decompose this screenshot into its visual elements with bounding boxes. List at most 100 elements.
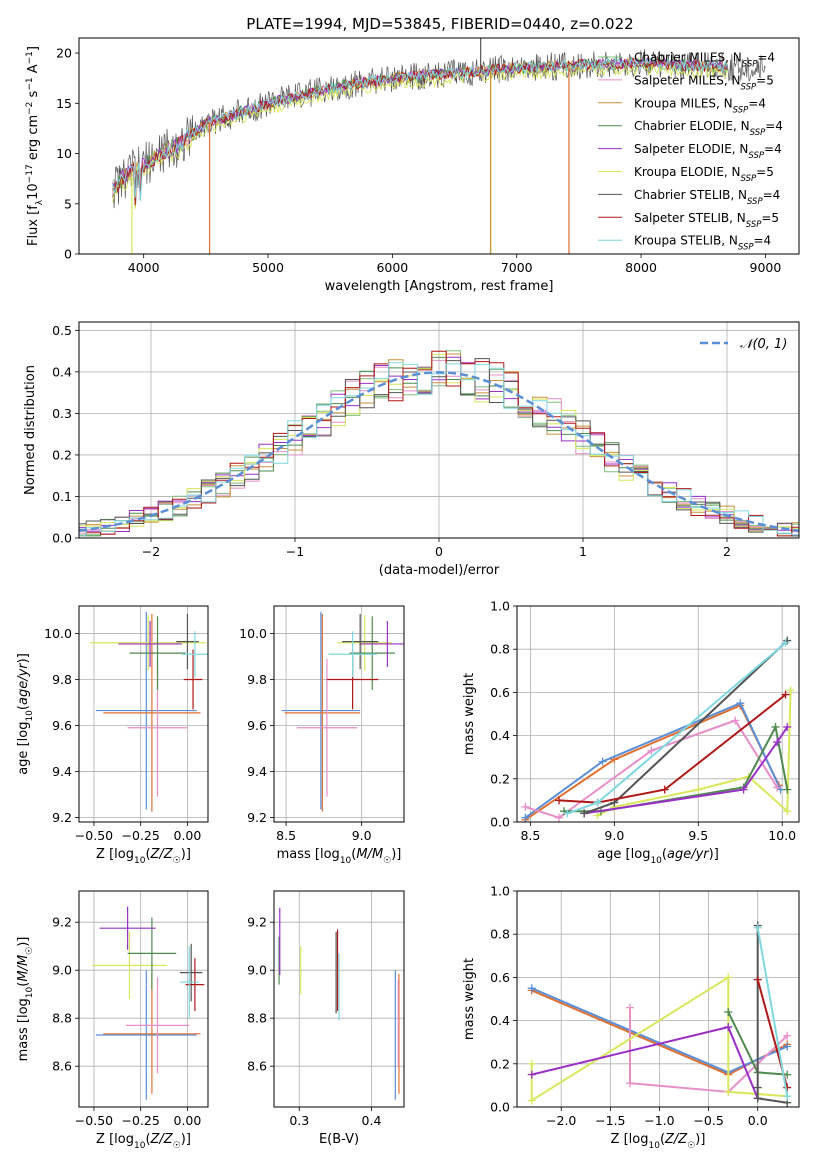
y-tick-label: 8.8 — [52, 1011, 72, 1026]
y-tick-label: 0.4 — [490, 728, 510, 743]
x-tick-label: 2 — [723, 544, 731, 559]
plus-marker — [527, 1070, 536, 1079]
plot-area — [521, 636, 795, 822]
plus-marker — [724, 1087, 733, 1096]
y-tick-label: 9.6 — [52, 718, 72, 733]
plus-marker — [625, 1003, 634, 1012]
plot-area — [278, 907, 400, 1100]
errorbar-point — [95, 611, 197, 810]
chart-mass_vs_EBV: 0.3 0.4 8.6 8.8 9.0 9.2 E(B-V) — [247, 890, 405, 1147]
weight-series — [521, 716, 782, 822]
x-axis-label: Z [log10(Z/Z☉)] — [96, 847, 191, 866]
plus-marker — [527, 984, 536, 993]
spectrum-line — [112, 57, 728, 206]
errorbar-point — [342, 614, 379, 670]
chart-age_vs_mass: 8.5 9.0 9.2 9.4 9.6 9.8 10.0 mass [log10(M/M☉)] — [239, 605, 405, 866]
axes-frame — [273, 605, 405, 823]
y-tick-label: 10.0 — [239, 626, 267, 641]
legend-label: Chabrier MILES, NSSP=4 — [634, 51, 775, 70]
plot-area — [92, 906, 205, 1100]
axes-frame — [78, 321, 800, 539]
y-tick-label: 0.4 — [52, 364, 72, 379]
legend-label: Salpeter MILES, NSSP=5 — [634, 73, 774, 92]
spectrum-line — [112, 62, 728, 209]
legend-label: Kroupa MILES, NSSP=4 — [634, 96, 766, 115]
y-tick-label: 0.0 — [52, 531, 72, 546]
plus-marker — [783, 807, 792, 816]
x-tick-label: 9.0 — [352, 828, 372, 843]
errorbar-point — [349, 616, 395, 690]
y-axis-label: mass weight — [462, 958, 477, 1040]
y-tick-label: 8.8 — [247, 1011, 267, 1026]
errorbar-point — [129, 616, 186, 690]
chart-weight_vs_Z: −2.0 −1.5 −1.0 −0.5 0.0 0.0 0.2 0.4 0.6 0.8 1.0 Z [… — [462, 884, 800, 1151]
x-tick-label: 1 — [579, 544, 587, 559]
weight-series — [563, 638, 790, 818]
errorbar-point — [103, 973, 201, 1094]
y-tick-label: 0.3 — [52, 406, 72, 421]
y-tick-label: 0.1 — [52, 489, 72, 504]
y-tick-label: 9.8 — [247, 672, 267, 687]
weight-series — [580, 722, 792, 818]
plus-marker — [521, 813, 530, 822]
x-tick-label: 0 — [435, 544, 443, 559]
x-tick-label: 7000 — [501, 260, 533, 275]
errorbar-point — [183, 649, 203, 710]
panels: 4000 5000 6000 7000 8000 900005101520waveleng… — [16, 37, 800, 1151]
plot-area — [281, 611, 404, 812]
x-tick-label: −0.50 — [75, 828, 113, 843]
errorbar-point — [337, 615, 392, 671]
plus-marker — [593, 811, 602, 820]
plus-marker — [527, 1096, 536, 1105]
y-tick-label: 9.2 — [247, 915, 267, 930]
legend-label: Salpeter ELODIE, NSSP=4 — [634, 142, 782, 161]
errorbar-point — [185, 958, 205, 1011]
y-tick-label: 0.0 — [490, 1100, 510, 1115]
y-tick-label: 0.8 — [490, 927, 510, 942]
y-tick-label: 15 — [56, 96, 72, 111]
y-axis-label: mass [log10(M/M☉)] — [16, 937, 35, 1062]
y-tick-label: 20 — [56, 46, 72, 61]
chart-spectrum: 4000 5000 6000 7000 8000 9000 0 5 10 15 20 waveleng… — [25, 37, 800, 294]
legend-label: Chabrier ELODIE, NSSP=4 — [634, 119, 783, 138]
legend-label: Chabrier STELIB, NSSP=4 — [634, 188, 780, 207]
axes-frame — [78, 890, 209, 1108]
errorbar-point — [99, 906, 156, 950]
legend: Chabrier MILES, NSSP=4 Salpeter MILES, NS… — [598, 51, 783, 253]
plus-marker — [724, 1023, 733, 1032]
x-tick-label: −2 — [142, 544, 160, 559]
plus-marker — [771, 722, 780, 731]
plus-marker — [753, 1094, 762, 1103]
errorbar-point — [284, 614, 361, 812]
plus-marker — [724, 1007, 733, 1016]
histogram-series — [79, 358, 799, 537]
x-tick-label: 9000 — [750, 260, 782, 275]
x-tick-label: −0.25 — [122, 1113, 160, 1128]
x-tick-label: −0.50 — [75, 1113, 113, 1128]
x-tick-label: 9.0 — [604, 828, 624, 843]
plus-marker — [580, 809, 589, 818]
y-tick-label: 0.4 — [490, 1013, 510, 1028]
errorbar-point — [296, 658, 358, 797]
plus-marker — [753, 975, 762, 984]
y-axis-label: Flux [fλ10−17 erg cm−2 s−1 A−1] — [25, 46, 45, 246]
plus-marker — [753, 923, 762, 932]
x-tick-label: 9.5 — [688, 828, 708, 843]
errorbar-point — [95, 970, 197, 1100]
series-line — [583, 726, 789, 815]
x-axis-label: E(B-V) — [319, 1132, 359, 1147]
series-line — [524, 701, 782, 819]
plot-area — [112, 38, 766, 254]
x-axis-label: Z [log10(Z/Z☉)] — [96, 1132, 191, 1151]
plus-marker — [724, 973, 733, 982]
plus-marker — [736, 699, 745, 708]
histogram-series — [79, 350, 799, 537]
y-tick-label: 9.0 — [247, 963, 267, 978]
plus-marker — [783, 1092, 792, 1101]
y-axis-label: Normed distribution — [23, 365, 38, 495]
x-tick-label: 4000 — [128, 260, 160, 275]
x-tick-label: 0.4 — [362, 1113, 382, 1128]
plus-marker — [781, 690, 790, 699]
legend-label: 𝒩(0, 1) — [740, 337, 787, 352]
weight-series — [527, 1023, 762, 1103]
